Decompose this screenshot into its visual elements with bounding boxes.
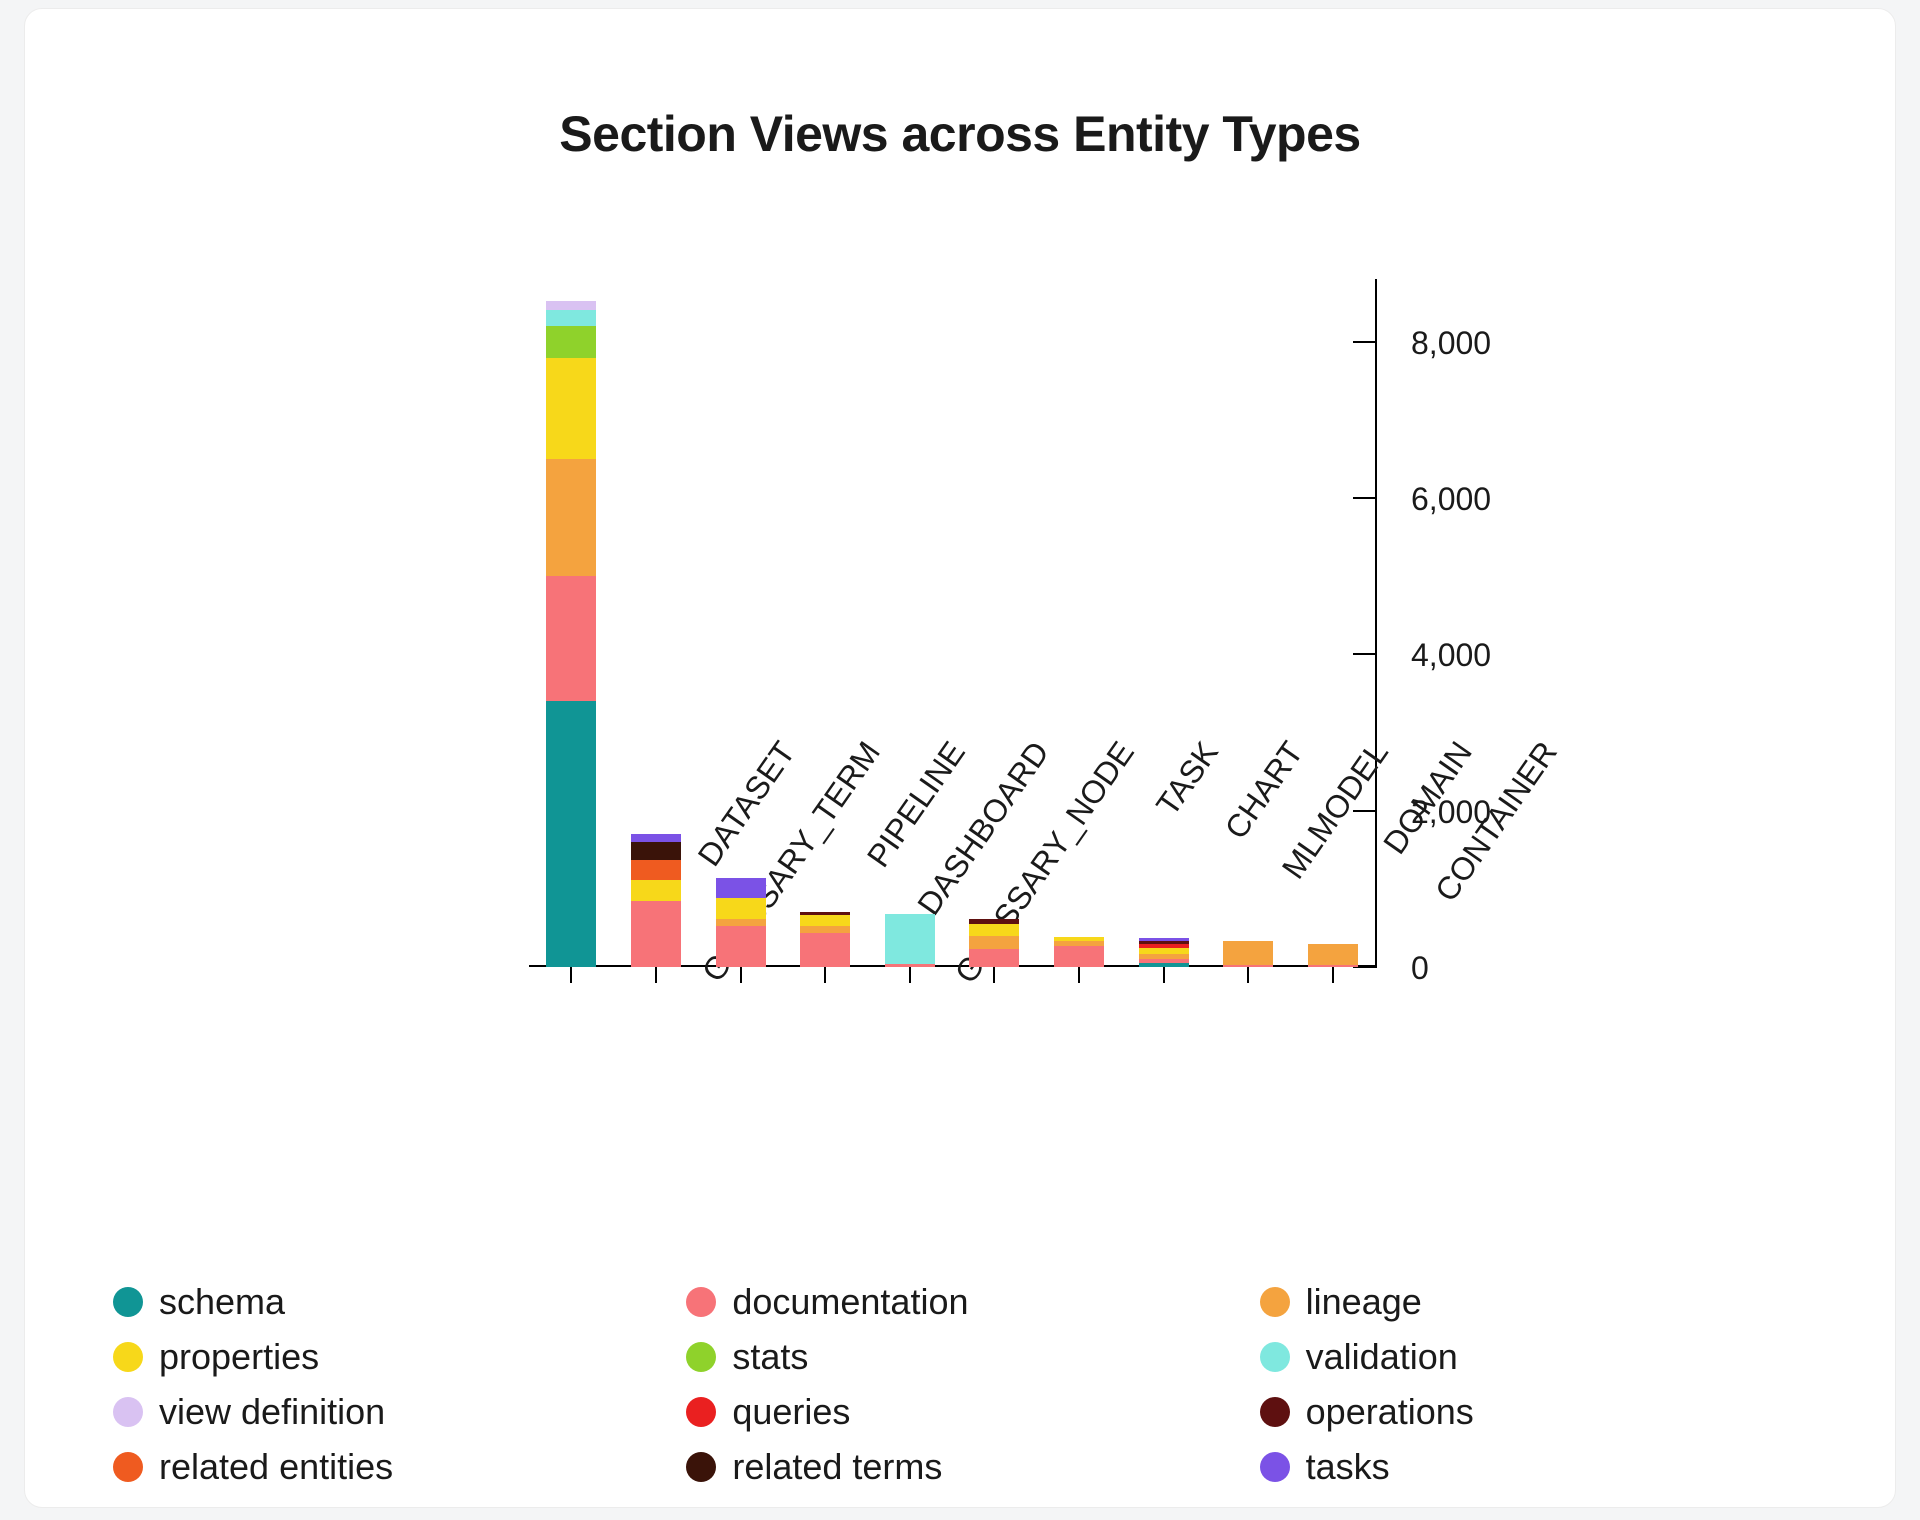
bar-segment — [546, 701, 596, 967]
legend: schema documentation lineage properties stat… — [113, 1279, 1833, 1489]
legend-label: schema — [159, 1279, 285, 1324]
legend-item: properties — [113, 1334, 686, 1379]
bar-segment — [1308, 965, 1358, 967]
x-tick — [740, 967, 742, 983]
bar — [800, 912, 850, 967]
bar-segment — [546, 459, 596, 576]
bar — [1139, 938, 1189, 967]
bar-segment — [716, 878, 766, 898]
legend-swatch — [113, 1287, 143, 1317]
bar-segment — [1223, 941, 1273, 964]
bar-segment — [800, 933, 850, 967]
legend-swatch — [113, 1397, 143, 1427]
y-tick-label: 8,000 — [1411, 325, 1491, 362]
bar — [885, 914, 935, 967]
x-tick — [1163, 967, 1165, 983]
x-tick — [1247, 967, 1249, 983]
legend-swatch — [686, 1397, 716, 1427]
y-tick — [1353, 341, 1377, 343]
bar — [1054, 937, 1104, 967]
legend-item: schema — [113, 1279, 686, 1324]
legend-item: validation — [1260, 1334, 1833, 1379]
bar — [546, 301, 596, 968]
bar-segment — [631, 860, 681, 880]
bar-segment — [1308, 944, 1358, 965]
bar-segment — [716, 898, 766, 918]
legend-swatch — [686, 1287, 716, 1317]
bar-segment — [631, 901, 681, 967]
x-tick — [993, 967, 995, 983]
legend-item: stats — [686, 1334, 1259, 1379]
bar — [969, 919, 1019, 967]
bar — [1308, 944, 1358, 967]
legend-item: operations — [1260, 1389, 1833, 1434]
legend-label: validation — [1306, 1334, 1458, 1379]
bar — [1223, 941, 1273, 967]
legend-label: stats — [732, 1334, 808, 1379]
bar-segment — [631, 842, 681, 860]
legend-swatch — [1260, 1397, 1290, 1427]
legend-item: documentation — [686, 1279, 1259, 1324]
chart-title: Section Views across Entity Types — [25, 105, 1895, 163]
bar-segment — [631, 834, 681, 842]
plot-area: 02,0004,0006,0008,000DATASETGLOSSARY_TER… — [529, 295, 1375, 967]
y-tick — [1353, 497, 1377, 499]
bar-segment — [969, 949, 1019, 967]
x-tick — [824, 967, 826, 983]
legend-item: related entities — [113, 1444, 686, 1489]
bar-segment — [716, 926, 766, 967]
legend-label: related terms — [732, 1444, 942, 1489]
legend-label: tasks — [1306, 1444, 1390, 1489]
bar-segment — [1054, 946, 1104, 967]
chart-card: Section Views across Entity Types 02,000… — [24, 8, 1896, 1508]
bar-segment — [800, 926, 850, 933]
bar-segment — [631, 880, 681, 900]
bar-segment — [546, 358, 596, 460]
bar-segment — [800, 915, 850, 925]
bar-segment — [885, 964, 935, 967]
bar-segment — [546, 301, 596, 310]
bar-segment — [716, 919, 766, 927]
legend-item: related terms — [686, 1444, 1259, 1489]
bar-segment — [546, 310, 596, 326]
bar-segment — [1139, 963, 1189, 967]
legend-label: properties — [159, 1334, 319, 1379]
bar-segment — [969, 924, 1019, 936]
bar-segment — [546, 326, 596, 357]
legend-item: tasks — [1260, 1444, 1833, 1489]
legend-swatch — [1260, 1452, 1290, 1482]
y-tick-label: 6,000 — [1411, 481, 1491, 518]
legend-item: queries — [686, 1389, 1259, 1434]
x-tick — [655, 967, 657, 983]
bar-segment — [546, 576, 596, 701]
x-tick — [1078, 967, 1080, 983]
legend-label: view definition — [159, 1389, 385, 1434]
legend-swatch — [686, 1452, 716, 1482]
legend-label: documentation — [732, 1279, 968, 1324]
legend-item: lineage — [1260, 1279, 1833, 1324]
bar-segment — [1223, 965, 1273, 967]
x-tick — [570, 967, 572, 983]
x-tick — [1332, 967, 1334, 983]
legend-swatch — [1260, 1287, 1290, 1317]
bar-segment — [885, 914, 935, 964]
bar — [716, 878, 766, 967]
legend-label: lineage — [1306, 1279, 1422, 1324]
legend-swatch — [1260, 1342, 1290, 1372]
legend-label: related entities — [159, 1444, 393, 1489]
x-tick — [909, 967, 911, 983]
legend-label: operations — [1306, 1389, 1474, 1434]
legend-label: queries — [732, 1389, 850, 1434]
legend-item: view definition — [113, 1389, 686, 1434]
bar-segment — [969, 936, 1019, 949]
legend-swatch — [113, 1342, 143, 1372]
y-tick — [1353, 653, 1377, 655]
legend-swatch — [686, 1342, 716, 1372]
legend-swatch — [113, 1452, 143, 1482]
y-tick-label: 4,000 — [1411, 637, 1491, 674]
bar — [631, 834, 681, 967]
